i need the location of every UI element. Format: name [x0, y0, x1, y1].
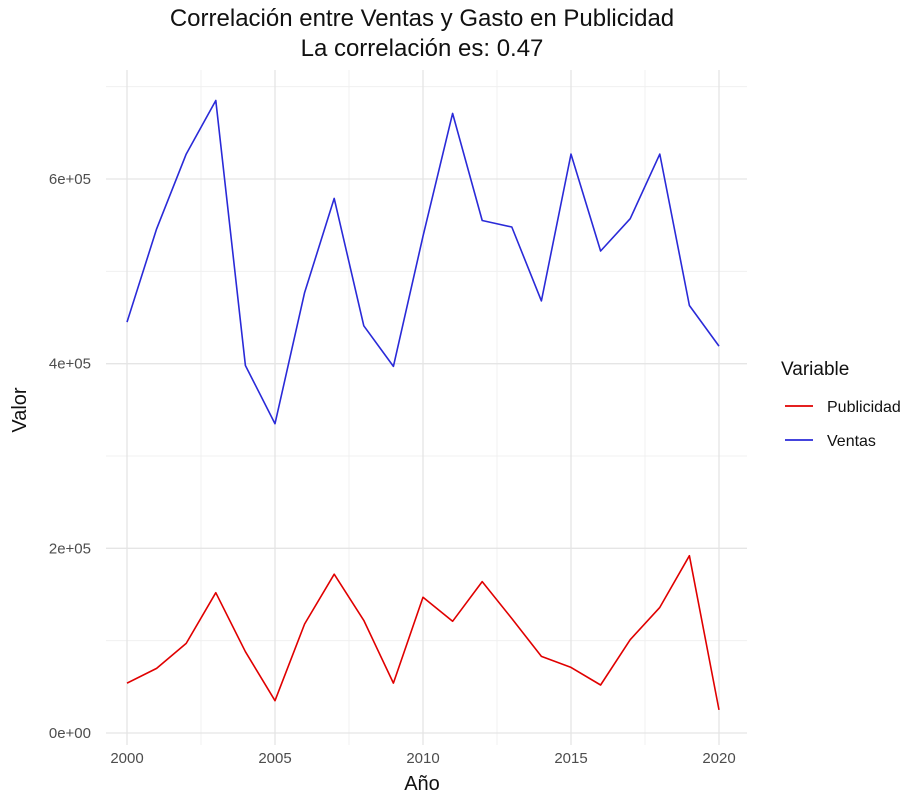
series-line-ventas: [126, 99, 720, 425]
x-tick-label: 2010: [406, 750, 439, 767]
series-layer: [126, 99, 720, 711]
y-axis-ticks: 0e+00 2e+05 4e+05 6e+05: [49, 171, 91, 742]
legend: Variable Publicidad Ventas: [781, 359, 901, 450]
y-tick-label: 0e+00: [49, 725, 91, 742]
series-line-publicidad: [126, 554, 720, 711]
y-tick-label: 4e+05: [49, 356, 91, 373]
grid-lines: [106, 70, 747, 745]
legend-label: Ventas: [827, 433, 876, 450]
y-axis-title: Valor: [9, 387, 31, 433]
x-tick-label: 2000: [110, 750, 143, 767]
x-axis-ticks: 2000 2005 2010 2015 2020: [110, 750, 735, 767]
y-tick-label: 2e+05: [49, 540, 91, 557]
x-tick-label: 2015: [554, 750, 587, 767]
x-axis-title: Año: [404, 773, 440, 793]
y-tick-label: 6e+05: [49, 171, 91, 188]
legend-label: Publicidad: [827, 399, 901, 416]
x-tick-label: 2020: [702, 750, 735, 767]
x-tick-label: 2005: [258, 750, 291, 767]
legend-title: Variable: [781, 359, 849, 380]
chart-title: Correlación entre Ventas y Gasto en Publ…: [170, 5, 674, 32]
chart-subtitle: La correlación es: 0.47: [301, 35, 544, 62]
